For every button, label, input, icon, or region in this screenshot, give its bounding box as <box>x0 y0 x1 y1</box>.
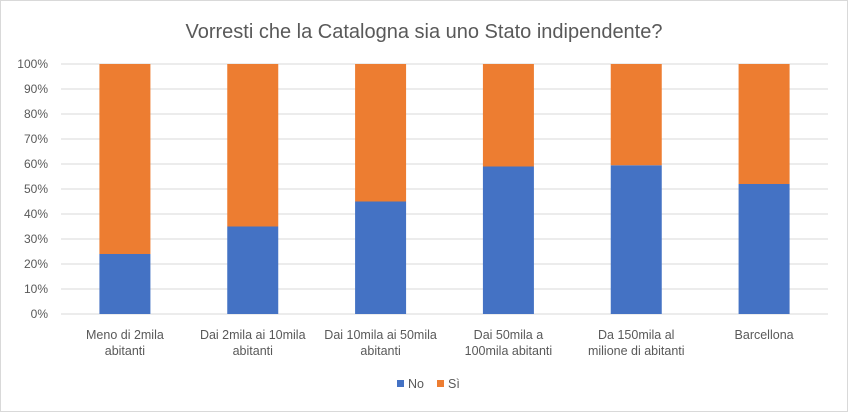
legend: No Sì <box>397 377 460 391</box>
y-tick-label: 50% <box>24 182 48 196</box>
x-category-label: Barcellona <box>735 328 794 342</box>
legend-label: Sì <box>448 377 460 391</box>
x-category-label: Dai 10mila ai 50mila abitanti <box>324 328 437 358</box>
y-tick-label: 70% <box>24 132 48 146</box>
bar-segment-si <box>738 64 790 184</box>
bar-segment-no <box>482 166 534 314</box>
legend-swatch <box>397 380 404 387</box>
x-category-label: Meno di 2mila abitanti <box>86 328 164 358</box>
x-category-label: Dai 2mila ai 10mila abitanti <box>200 328 306 358</box>
y-tick-label: 10% <box>24 282 48 296</box>
x-category-label: Da 150mila al milione di abitanti <box>588 328 685 358</box>
y-tick-label: 20% <box>24 257 48 271</box>
bar-segment-no <box>610 165 662 314</box>
legend-swatch <box>437 380 444 387</box>
bar-segment-no <box>355 201 407 314</box>
bars <box>99 64 790 314</box>
y-tick-label: 30% <box>24 232 48 246</box>
bar-segment-no <box>738 184 790 314</box>
bar-segment-no <box>99 254 151 314</box>
bar-segment-si <box>482 64 534 167</box>
bar-segment-no <box>227 226 279 314</box>
x-category-label: Dai 50mila a 100mila abitanti <box>465 328 553 358</box>
y-tick-label: 80% <box>24 107 48 121</box>
legend-label: No <box>408 377 424 391</box>
y-tick-label: 100% <box>17 57 48 71</box>
y-tick-label: 60% <box>24 157 48 171</box>
y-tick-label: 0% <box>31 307 49 321</box>
y-tick-label: 40% <box>24 207 48 221</box>
y-axis-ticks: 0% 10% 20% 30% 40% 50% 60% 70% 80% 90% 100% <box>17 57 48 321</box>
bar-segment-si <box>610 64 662 166</box>
bar-segment-si <box>227 64 279 227</box>
chart-title: Vorresti che la Catalogna sia uno Stato … <box>185 21 662 43</box>
x-axis-labels: Meno di 2mila abitanti Dai 2mila ai 10mila… <box>86 328 794 358</box>
bar-segment-si <box>355 64 407 202</box>
gridlines <box>61 63 828 315</box>
bar-segment-si <box>99 64 151 254</box>
y-tick-label: 90% <box>24 82 48 96</box>
